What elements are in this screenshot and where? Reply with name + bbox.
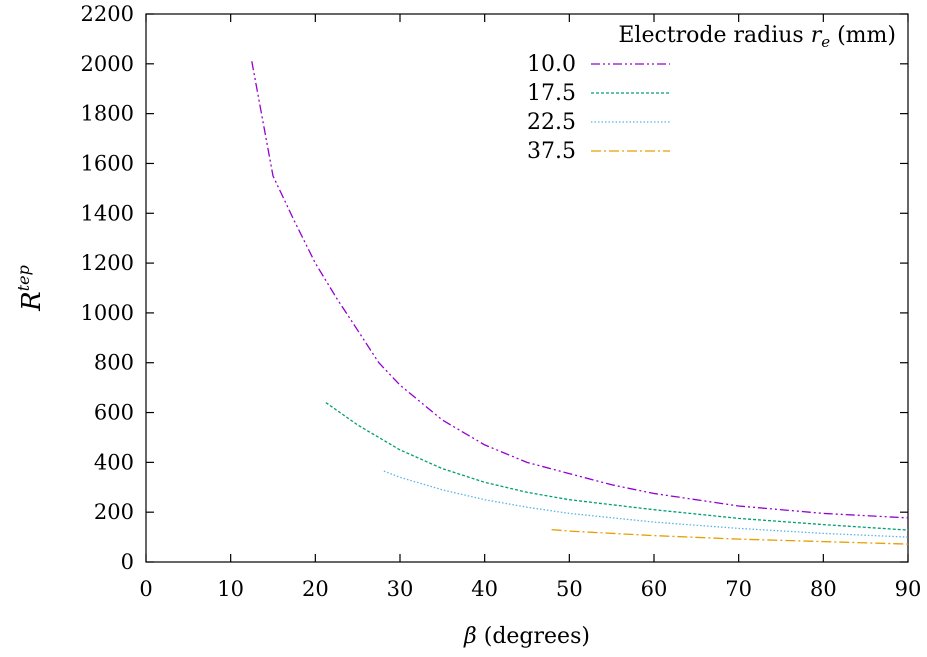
- legend-title-unit: (mm): [830, 23, 896, 48]
- x-tick-label: 50: [556, 577, 583, 601]
- x-axis-label-variable: β: [463, 624, 477, 649]
- legend-label: 17.5: [527, 81, 576, 106]
- plot-area: 0 10 20 30 40 50 60 70 80 90 0 200 400 600 800 1000 1200…: [81, 2, 922, 601]
- series-line-1: [325, 402, 909, 531]
- x-tick-label: 0: [139, 577, 152, 601]
- x-axis-label: β (degrees): [463, 624, 590, 649]
- y-tick-label: 1400: [81, 201, 134, 225]
- plot-frame: [145, 13, 909, 563]
- x-tick-label: 70: [725, 577, 752, 601]
- x-tick-label: 80: [810, 577, 837, 601]
- legend: Electrode radius re (mm) 10.0 17.5 22.5 37.…: [527, 23, 896, 164]
- y-tick-label: 1800: [81, 102, 134, 126]
- x-tick-label: 90: [895, 577, 922, 601]
- legend-title-text: Electrode radius: [618, 23, 810, 48]
- x-tick-label: 10: [217, 577, 244, 601]
- legend-label: 22.5: [527, 110, 576, 135]
- y-tick-label: 0: [121, 550, 134, 574]
- y-axis-label: Rtep: [14, 265, 47, 312]
- y-tick-label: 1000: [81, 301, 134, 325]
- legend-label: 37.5: [527, 139, 576, 164]
- x-tick-label: 40: [471, 577, 498, 601]
- series-line-0: [251, 61, 909, 519]
- x-axis-label-unit: (degrees): [477, 624, 590, 649]
- y-tick-label: 400: [94, 450, 134, 474]
- y-tick-label: 1200: [81, 251, 134, 275]
- tick-labels: 0 10 20 30 40 50 60 70 80 90 0 200 400 600 800 1000 1200…: [81, 2, 922, 601]
- legend-entries: 10.0 17.5 22.5 37.5: [527, 52, 670, 164]
- legend-title: Electrode radius re (mm): [618, 23, 896, 51]
- y-tick-label: 600: [94, 401, 134, 425]
- y-tick-label: 800: [94, 351, 134, 375]
- series-line-2: [383, 470, 909, 538]
- x-tick-label: 30: [387, 577, 414, 601]
- x-tick-label: 60: [641, 577, 668, 601]
- y-tick-label: 200: [94, 500, 134, 524]
- axis-ticks: [145, 13, 909, 563]
- y-tick-label: 2000: [81, 52, 134, 76]
- series-layer: [251, 61, 909, 545]
- x-tick-label: 20: [302, 577, 329, 601]
- legend-title-subscript: e: [821, 33, 830, 51]
- y-axis-label-base: R: [17, 291, 47, 312]
- y-tick-label: 2200: [81, 2, 134, 26]
- legend-label: 10.0: [527, 52, 576, 77]
- series-line-3: [551, 528, 909, 545]
- y-axis-label-superscript: tep: [14, 265, 33, 291]
- y-tick-label: 1600: [81, 151, 134, 175]
- legend-title-variable: r: [811, 23, 823, 48]
